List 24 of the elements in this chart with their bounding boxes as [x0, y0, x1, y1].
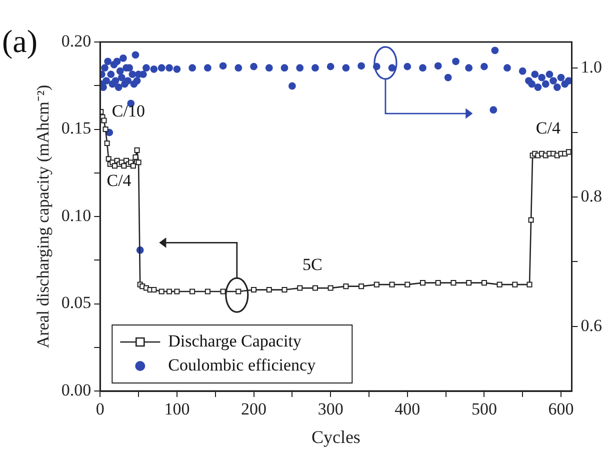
- x-tick-label: 500: [471, 400, 497, 419]
- legend-label: Discharge Capacity: [168, 331, 302, 350]
- annotation: C/4: [536, 118, 561, 138]
- x-tick-label: 200: [241, 400, 267, 419]
- annotation: C/10: [112, 101, 145, 120]
- legend-label: Coulombic efficiency: [168, 355, 316, 374]
- x-tick-label: 0: [96, 400, 104, 419]
- chart-title: (a): [2, 23, 38, 59]
- x-tick-label: 100: [164, 400, 190, 419]
- y-tick-label: 0.10: [61, 206, 92, 225]
- y-tick-label: 0.00: [61, 380, 92, 400]
- x-tick-label: 400: [394, 400, 420, 419]
- x-axis-title: Cycles: [311, 426, 360, 447]
- y-axis-title: Areal discharging capacity (mAhcm⁻²): [34, 84, 53, 348]
- x-tick-label: 600: [548, 400, 574, 419]
- y2-tick-label: 0.8: [580, 186, 602, 206]
- annotation: C/4: [106, 171, 132, 190]
- y-tick-label: 0.05: [61, 293, 92, 312]
- y-tick-label: 0.20: [61, 31, 92, 50]
- y2-tick-label: 1.0: [580, 57, 602, 76]
- y2-tick-label: 0.6: [580, 316, 602, 335]
- y-tick-label: 0.15: [61, 118, 92, 138]
- x-tick-label: 300: [318, 400, 344, 419]
- annotation: 5C: [302, 254, 322, 274]
